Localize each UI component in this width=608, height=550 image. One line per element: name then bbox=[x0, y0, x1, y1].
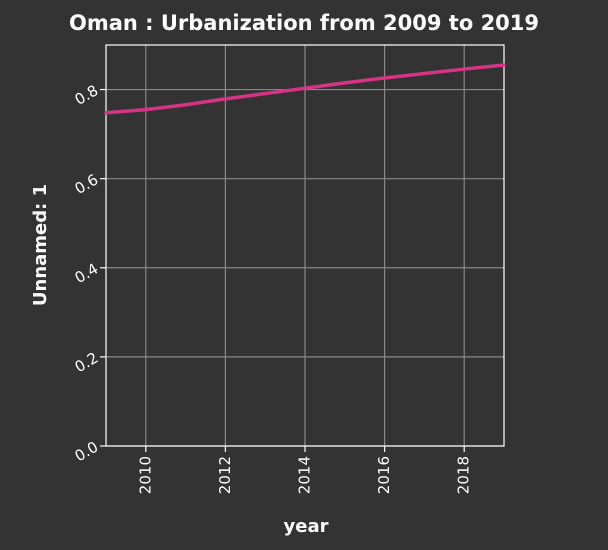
tick-labels: 2010 2012 2014 2016 2018 0.0 0.2 0.4 0.6 0.8 bbox=[72, 81, 473, 494]
x-tick-label: 2016 bbox=[375, 456, 393, 494]
chart-title: Oman : Urbanization from 2009 to 2019 bbox=[69, 11, 539, 35]
y-tick-label: 0.2 bbox=[72, 349, 102, 377]
series-line bbox=[104, 63, 506, 115]
x-tick-label: 2012 bbox=[216, 456, 234, 494]
x-tick-label: 2010 bbox=[136, 456, 154, 494]
y-axis-label: Unnamed: 1 bbox=[30, 184, 51, 306]
x-tick-label: 2014 bbox=[296, 456, 314, 494]
grid-lines bbox=[106, 45, 504, 447]
series-layer bbox=[104, 63, 506, 115]
y-tick-label: 0.0 bbox=[72, 438, 102, 466]
axes bbox=[100, 44, 505, 452]
x-tick-label: 2018 bbox=[455, 456, 473, 494]
y-tick-label: 0.8 bbox=[72, 81, 102, 109]
y-tick-label: 0.4 bbox=[72, 260, 102, 288]
x-axis-label: year bbox=[284, 516, 329, 537]
y-tick-label: 0.6 bbox=[72, 170, 102, 198]
